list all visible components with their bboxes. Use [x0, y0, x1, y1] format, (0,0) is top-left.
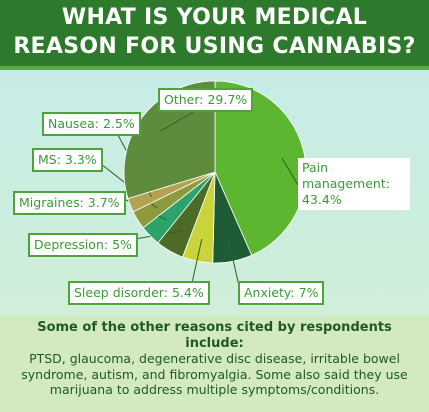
value-label: 3.3%: [64, 152, 97, 167]
data-label: Pain management: 43.4%: [298, 158, 410, 210]
data-label: Anxiety: 7%: [238, 281, 325, 305]
data-label: Migraines: 3.7%: [13, 191, 126, 215]
data-label: Depression: 5%: [28, 233, 138, 257]
value-label: 29.7%: [207, 92, 248, 107]
chart: [95, 80, 307, 293]
category-label: Pain management:: [302, 160, 390, 191]
category-label: Sleep disorder:: [74, 285, 168, 300]
value-label: 3.7%: [87, 195, 120, 210]
data-label: Sleep disorder: 5.4%: [68, 281, 210, 305]
note: Some of the other reasons cited by respo…: [0, 316, 429, 412]
category-label: Anxiety:: [244, 285, 295, 300]
value-label: 7%: [298, 285, 319, 300]
data-label: MS: 3.3%: [32, 148, 103, 172]
value-label: 43.4%: [302, 192, 342, 207]
value-label: 5%: [112, 237, 132, 252]
category-label: MS:: [38, 152, 61, 167]
category-label: Migraines:: [19, 195, 84, 210]
value-label: 2.5%: [103, 116, 135, 131]
note-heading: Some of the other reasons cited by respo…: [37, 320, 392, 351]
data-label: Other: 29.7%: [158, 88, 254, 112]
category-label: Nausea:: [48, 116, 100, 131]
leader-line: [281, 157, 299, 186]
category-label: Other:: [164, 92, 204, 107]
value-label: 5.4%: [171, 285, 204, 300]
pie-slice: [214, 80, 307, 256]
note-body: PTSD, glaucoma, degenerative disc diseas…: [21, 351, 408, 397]
category-label: Depression:: [34, 237, 109, 252]
chart-title: WHAT IS YOUR MEDICAL REASON FOR USING CA…: [0, 0, 429, 70]
data-label: Nausea: 2.5%: [42, 112, 141, 136]
